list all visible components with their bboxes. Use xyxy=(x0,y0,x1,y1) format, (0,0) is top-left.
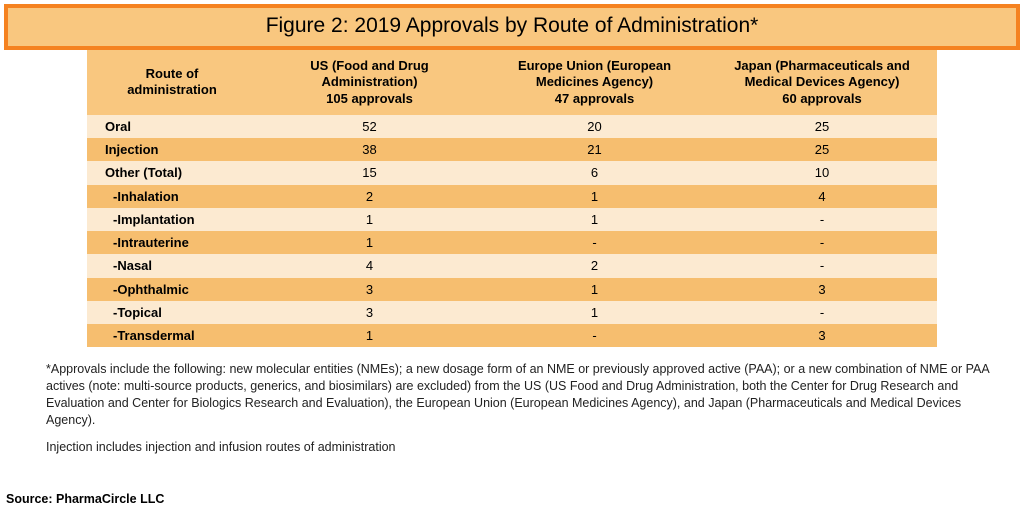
row-label: -Implantation xyxy=(87,208,257,231)
table-wrap: Route ofadministrationUS (Food and DrugA… xyxy=(87,50,937,347)
col-header-3: Japan (Pharmaceuticals andMedical Device… xyxy=(707,50,937,115)
cell-eu: 6 xyxy=(482,161,707,184)
cell-us: 4 xyxy=(257,254,482,277)
row-label: -Intrauterine xyxy=(87,231,257,254)
col-header-0: Route ofadministration xyxy=(87,50,257,115)
cell-jp: 3 xyxy=(707,278,937,301)
cell-jp: 3 xyxy=(707,324,937,347)
row-label: -Nasal xyxy=(87,254,257,277)
cell-eu: 1 xyxy=(482,185,707,208)
figure-title: Figure 2: 2019 Approvals by Route of Adm… xyxy=(266,14,759,38)
cell-eu: 2 xyxy=(482,254,707,277)
table-row: -Nasal42- xyxy=(87,254,937,277)
table-row: -Inhalation214 xyxy=(87,185,937,208)
row-label: -Topical xyxy=(87,301,257,324)
cell-us: 3 xyxy=(257,301,482,324)
cell-eu: - xyxy=(482,324,707,347)
footnote-asterisk: *Approvals include the following: new mo… xyxy=(46,361,992,429)
approvals-table: Route ofadministrationUS (Food and DrugA… xyxy=(87,50,937,347)
cell-us: 38 xyxy=(257,138,482,161)
cell-jp: - xyxy=(707,208,937,231)
cell-jp: - xyxy=(707,254,937,277)
cell-us: 15 xyxy=(257,161,482,184)
cell-eu: 20 xyxy=(482,115,707,138)
source-attribution: Source: PharmaCircle LLC xyxy=(6,492,164,506)
table-row: -Topical31- xyxy=(87,301,937,324)
row-label: Injection xyxy=(87,138,257,161)
cell-jp: - xyxy=(707,301,937,324)
cell-jp: 25 xyxy=(707,138,937,161)
row-label: Other (Total) xyxy=(87,161,257,184)
cell-jp: 25 xyxy=(707,115,937,138)
row-label: -Transdermal xyxy=(87,324,257,347)
table-row: -Intrauterine1-- xyxy=(87,231,937,254)
col-header-1: US (Food and DrugAdministration)105 appr… xyxy=(257,50,482,115)
table-row: Oral522025 xyxy=(87,115,937,138)
table-row: -Ophthalmic313 xyxy=(87,278,937,301)
table-body: Oral522025Injection382125Other (Total)15… xyxy=(87,115,937,348)
table-row: -Transdermal1-3 xyxy=(87,324,937,347)
footnote-injection: Injection includes injection and infusio… xyxy=(46,439,992,456)
table-row: Other (Total)15610 xyxy=(87,161,937,184)
col-header-2: Europe Union (EuropeanMedicines Agency)4… xyxy=(482,50,707,115)
cell-eu: - xyxy=(482,231,707,254)
table-header-row: Route ofadministrationUS (Food and DrugA… xyxy=(87,50,937,115)
table-row: -Implantation11- xyxy=(87,208,937,231)
cell-eu: 1 xyxy=(482,301,707,324)
cell-eu: 1 xyxy=(482,208,707,231)
row-label: -Inhalation xyxy=(87,185,257,208)
cell-eu: 1 xyxy=(482,278,707,301)
cell-us: 1 xyxy=(257,231,482,254)
figure-container: Figure 2: 2019 Approvals by Route of Adm… xyxy=(0,0,1024,512)
figure-title-bar: Figure 2: 2019 Approvals by Route of Adm… xyxy=(4,4,1020,50)
cell-us: 1 xyxy=(257,208,482,231)
cell-us: 52 xyxy=(257,115,482,138)
cell-us: 2 xyxy=(257,185,482,208)
cell-jp: - xyxy=(707,231,937,254)
row-label: -Ophthalmic xyxy=(87,278,257,301)
cell-jp: 4 xyxy=(707,185,937,208)
cell-us: 1 xyxy=(257,324,482,347)
cell-us: 3 xyxy=(257,278,482,301)
cell-jp: 10 xyxy=(707,161,937,184)
row-label: Oral xyxy=(87,115,257,138)
footnotes: *Approvals include the following: new mo… xyxy=(46,361,992,455)
cell-eu: 21 xyxy=(482,138,707,161)
table-row: Injection382125 xyxy=(87,138,937,161)
